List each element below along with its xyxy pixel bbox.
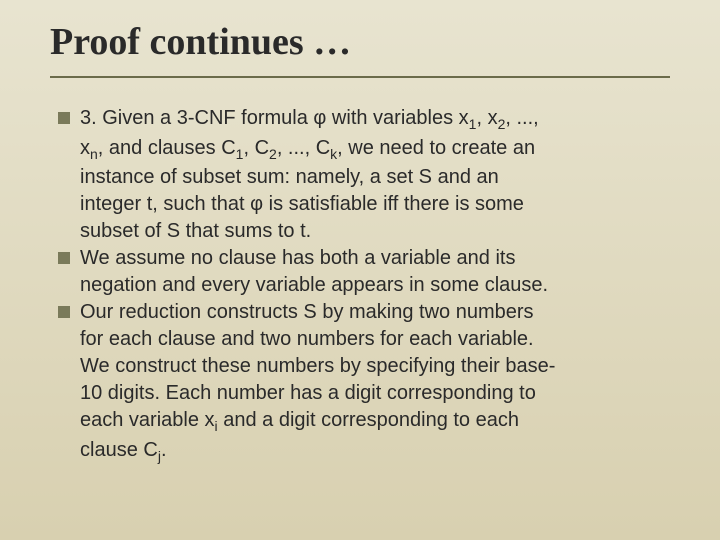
- bullet-item: 3. Given a 3-CNF formula φ with variable…: [58, 106, 670, 134]
- text-fragment: .: [161, 439, 167, 461]
- text-fragment: and a digit corresponding to each: [218, 409, 519, 431]
- text-fragment: , C: [243, 137, 269, 159]
- bullet-continuation: subset of S that sums to t.: [80, 219, 670, 244]
- bullet-text: Our reduction constructs S by making two…: [80, 300, 670, 325]
- slide-content: 3. Given a 3-CNF formula φ with variable…: [50, 106, 670, 465]
- bullet-continuation: negation and every variable appears in s…: [80, 273, 670, 298]
- bullet-item: Our reduction constructs S by making two…: [58, 300, 670, 325]
- bullet-marker-icon: [58, 112, 70, 124]
- bullet-continuation: xn, and clauses C1, C2, ..., Ck, we need…: [80, 136, 670, 164]
- bullet-continuation: for each clause and two numbers for each…: [80, 327, 670, 352]
- bullet-continuation: instance of subset sum: namely, a set S …: [80, 165, 670, 190]
- bullet-marker-icon: [58, 306, 70, 318]
- text-fragment: , x: [476, 107, 497, 129]
- slide-title: Proof continues …: [50, 20, 670, 78]
- text-fragment: , ...,: [505, 107, 538, 129]
- bullet-item: We assume no clause has both a variable …: [58, 246, 670, 271]
- text-fragment: , and clauses C: [98, 137, 236, 159]
- bullet-text: 3. Given a 3-CNF formula φ with variable…: [80, 106, 670, 134]
- text-fragment: clause C: [80, 439, 158, 461]
- subscript: 2: [269, 146, 277, 162]
- bullet-continuation: each variable xi and a digit correspondi…: [80, 408, 670, 436]
- bullet-continuation: We construct these numbers by specifying…: [80, 354, 670, 379]
- bullet-text: We assume no clause has both a variable …: [80, 246, 670, 271]
- bullet-continuation: integer t, such that φ is satisfiable if…: [80, 192, 670, 217]
- text-fragment: 3. Given a 3-CNF formula φ with variable…: [80, 107, 469, 129]
- bullet-continuation: clause Cj.: [80, 438, 670, 466]
- text-fragment: , we need to create an: [337, 137, 535, 159]
- bullet-marker-icon: [58, 252, 70, 264]
- text-fragment: x: [80, 137, 90, 159]
- text-fragment: each variable x: [80, 409, 215, 431]
- bullet-continuation: 10 digits. Each number has a digit corre…: [80, 381, 670, 406]
- slide-container: Proof continues … 3. Given a 3-CNF formu…: [0, 0, 720, 540]
- subscript: n: [90, 146, 98, 162]
- text-fragment: , ..., C: [277, 137, 330, 159]
